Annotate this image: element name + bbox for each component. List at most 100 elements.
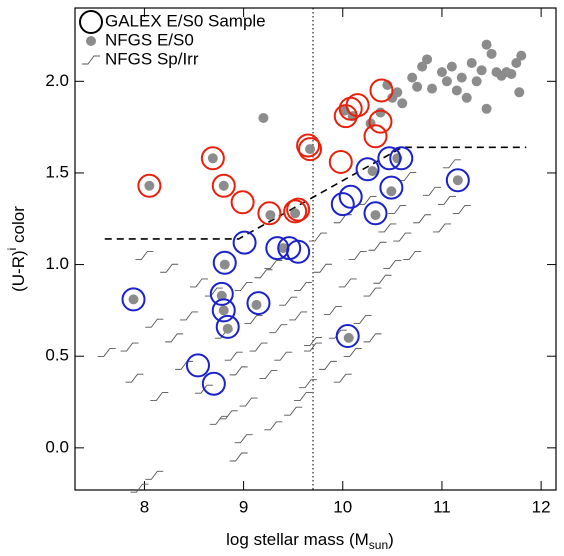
data-point xyxy=(265,210,276,221)
data-point xyxy=(120,342,139,352)
data-point xyxy=(423,186,442,196)
legend-symbol xyxy=(86,36,96,46)
data-point xyxy=(121,287,146,312)
data-point xyxy=(283,199,308,224)
data-point xyxy=(333,214,352,224)
data-point xyxy=(229,452,248,462)
data-point xyxy=(441,76,452,87)
data-point xyxy=(446,61,457,72)
data-point xyxy=(218,305,229,316)
y-label-sup: i xyxy=(5,248,19,251)
data-point xyxy=(368,109,393,134)
data-point xyxy=(264,260,283,270)
data-point xyxy=(239,397,258,407)
data-point xyxy=(211,173,236,198)
data-point xyxy=(375,107,386,118)
data-point xyxy=(407,72,418,83)
x-label-sub: sun xyxy=(369,538,388,552)
data-point xyxy=(215,314,240,339)
data-point xyxy=(209,281,234,306)
data-point xyxy=(323,305,342,315)
data-point xyxy=(234,434,253,444)
data-point xyxy=(251,299,262,310)
data-point xyxy=(294,282,313,292)
data-point xyxy=(355,157,380,182)
data-point xyxy=(299,379,318,389)
data-point xyxy=(386,186,397,197)
data-point xyxy=(377,146,402,171)
data-point xyxy=(363,124,388,149)
data-point xyxy=(333,373,352,383)
data-point xyxy=(481,103,492,114)
data-point xyxy=(378,223,397,233)
data-point xyxy=(269,324,288,334)
data-point xyxy=(278,243,289,254)
data-point xyxy=(436,67,447,78)
data-point xyxy=(135,250,154,260)
data-point xyxy=(259,370,278,379)
data-point xyxy=(379,175,404,200)
x-label-end: ) xyxy=(388,530,394,549)
data-point xyxy=(130,483,149,493)
data-point xyxy=(466,57,477,68)
data-point xyxy=(445,168,470,193)
data-point xyxy=(486,48,497,59)
data-point xyxy=(370,210,381,221)
data-point xyxy=(338,278,357,288)
y-tick-label: 0.5 xyxy=(45,346,69,365)
data-point xyxy=(274,351,293,361)
data-point xyxy=(387,92,398,103)
data-point xyxy=(369,78,394,103)
data-point xyxy=(298,137,323,162)
data-point xyxy=(284,406,303,416)
data-point xyxy=(368,241,387,251)
data-point xyxy=(514,87,525,98)
data-point xyxy=(388,205,407,215)
data-point xyxy=(452,205,471,215)
data-point xyxy=(200,146,225,171)
x-tick-label: 8 xyxy=(140,497,149,516)
data-point xyxy=(398,172,417,182)
data-point xyxy=(229,366,248,376)
data-point xyxy=(97,348,116,357)
data-point xyxy=(417,61,428,72)
data-point xyxy=(219,410,238,420)
data-point xyxy=(145,318,164,328)
data-point xyxy=(145,470,164,480)
data-point xyxy=(128,294,139,305)
data-point xyxy=(506,68,517,79)
data-point xyxy=(175,360,194,370)
data-point xyxy=(393,232,412,242)
x-tick-label: 12 xyxy=(532,497,551,516)
x-tick-label: 9 xyxy=(239,497,248,516)
data-point xyxy=(412,81,423,92)
data-point xyxy=(249,342,268,352)
data-point xyxy=(185,353,210,378)
data-point xyxy=(212,250,237,275)
data-point xyxy=(137,173,162,198)
data-point xyxy=(373,274,392,284)
data-point xyxy=(258,112,269,123)
data-point xyxy=(304,337,323,347)
y-tick-label: 1.5 xyxy=(45,162,69,181)
data-point xyxy=(286,197,311,222)
data-point xyxy=(461,92,472,103)
data-point xyxy=(413,214,432,224)
data-point xyxy=(456,72,467,83)
data-point xyxy=(289,311,308,321)
data-point xyxy=(219,259,230,270)
y-tick-label: 1.0 xyxy=(45,254,69,273)
data-point xyxy=(343,332,354,343)
data-point xyxy=(338,184,363,209)
data-point xyxy=(397,98,408,109)
data-point xyxy=(204,287,223,297)
legend-symbol xyxy=(82,55,100,65)
data-point xyxy=(150,392,169,401)
data-point xyxy=(363,201,388,226)
data-point xyxy=(358,195,377,205)
data-point xyxy=(452,175,463,186)
data-point xyxy=(481,39,492,50)
x-axis-label: log stellar mass (Msun) xyxy=(226,530,394,552)
